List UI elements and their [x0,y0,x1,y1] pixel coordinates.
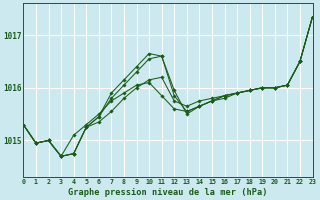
X-axis label: Graphe pression niveau de la mer (hPa): Graphe pression niveau de la mer (hPa) [68,188,268,197]
